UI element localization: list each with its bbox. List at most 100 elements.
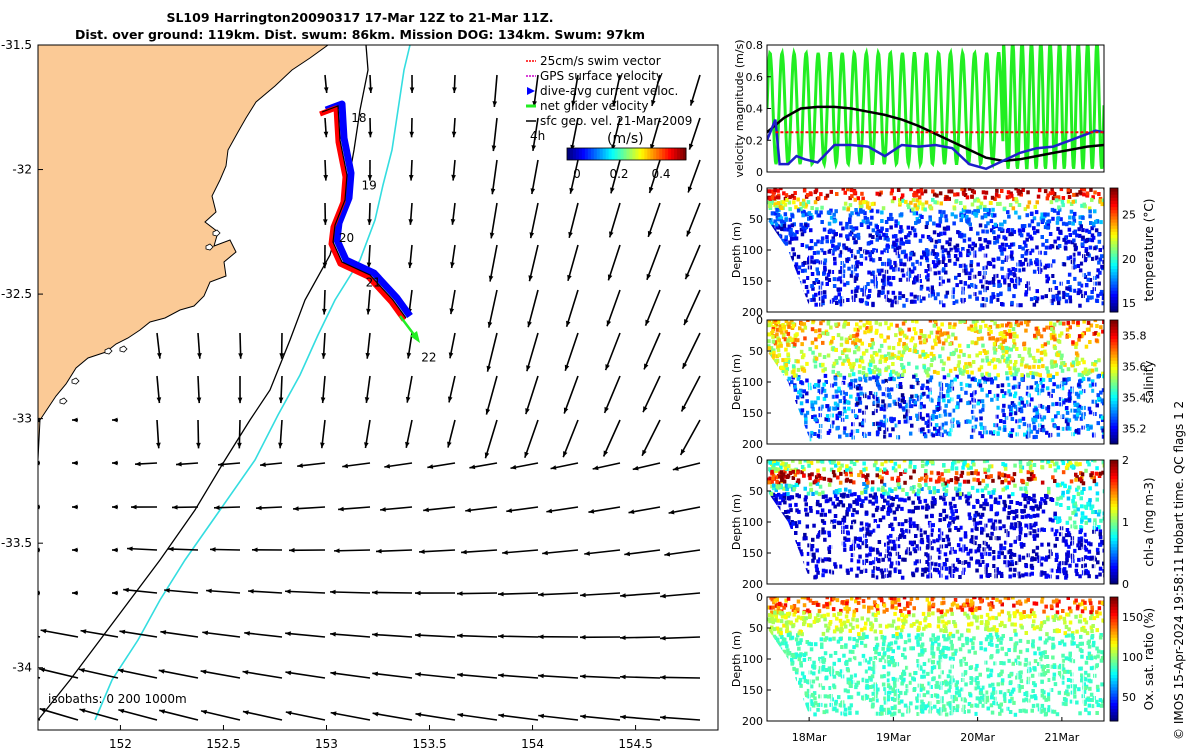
heatmap-cell (1046, 340, 1050, 345)
heatmap-cell (1074, 345, 1078, 349)
heatmap-cell (804, 202, 809, 207)
heatmap-cell (896, 372, 900, 377)
heatmap-cell (880, 476, 884, 481)
heatmap-cell (813, 432, 817, 436)
heatmap-cell (993, 222, 998, 227)
sfc-geo-velocity-arrows (38, 74, 701, 721)
heatmap-cell (846, 298, 850, 302)
heatmap-cell (914, 568, 919, 573)
heatmap-cell (1052, 259, 1056, 264)
heatmap-cell (962, 188, 967, 192)
heatmap-cell (827, 407, 831, 412)
heatmap-cell (867, 431, 872, 436)
heatmap-cell (816, 396, 820, 401)
heatmap-cell (1068, 189, 1072, 194)
heatmap-cell (985, 533, 990, 538)
heatmap-cell (1087, 406, 1092, 411)
heatmap-cell (924, 514, 929, 519)
heatmap-cell (911, 198, 916, 203)
heatmap-cell (1027, 350, 1031, 355)
heatmap-cell (1003, 463, 1008, 468)
heatmap-cell (938, 413, 943, 418)
heatmap-cell (843, 536, 847, 541)
heatmap-cell (1064, 299, 1069, 304)
heatmap-cell (1012, 403, 1016, 408)
heatmap-cell (985, 393, 989, 398)
geo-arrow-head (457, 712, 464, 718)
heatmap-cell (1006, 273, 1010, 278)
heatmap-cell (781, 498, 786, 502)
lake-2 (104, 347, 113, 355)
heatmap-cell (918, 335, 922, 340)
geo-arrow (38, 718, 41, 721)
heatmap-cell (913, 277, 917, 282)
heatmap-cell (1003, 427, 1008, 432)
heatmap-cell (959, 218, 963, 223)
heatmap-cell (926, 423, 930, 428)
geo-arrow-head (323, 87, 329, 93)
heatmap-cell (834, 389, 839, 394)
heatmap-cell (913, 299, 917, 304)
heatmap-cell (934, 562, 938, 567)
heatmap-cell (1080, 334, 1084, 339)
heatmap-cell (1051, 294, 1055, 299)
heatmap-cell (770, 221, 774, 226)
heatmap-cell (918, 405, 923, 410)
heatmap-cell (772, 350, 776, 355)
lake-3 (119, 345, 128, 353)
heatmap-cell (983, 379, 987, 384)
heatmap-cell (1024, 290, 1029, 295)
heatmap-cell (899, 237, 904, 242)
heatmap-cell (1021, 228, 1026, 233)
heatmap-cell (891, 362, 895, 366)
heatmap-gap (1093, 250, 1096, 312)
heatmap-cell (921, 202, 925, 207)
heatmap-cell (784, 237, 788, 242)
heatmap-cell (800, 328, 805, 333)
heatmap-cell (949, 515, 953, 520)
heatmap-cell (809, 430, 814, 435)
heatmap-cell (816, 559, 820, 564)
heatmap-cell (1049, 568, 1054, 573)
heatmap-cell (1023, 346, 1027, 351)
heatmap-cell (814, 292, 818, 297)
heatmap-cell (886, 237, 890, 242)
heatmap-cell (858, 400, 863, 405)
heatmap-cell (1030, 571, 1034, 576)
heatmap-cell (866, 329, 871, 334)
geo-arrow-head (80, 629, 87, 634)
heatmap-cell (901, 321, 906, 326)
heatmap-cell (1049, 200, 1054, 205)
heatmap-cell (852, 539, 857, 544)
heatmap-cell (993, 497, 998, 502)
geo-arrow (611, 117, 621, 151)
heatmap-cell (1034, 434, 1038, 439)
heatmap-cell (841, 380, 846, 385)
heatmap-cell (902, 534, 907, 539)
heatmap-colorbar-cell (1110, 203, 1118, 208)
heatmap-cell (1052, 192, 1057, 196)
heatmap-colorbar-cell (1110, 440, 1118, 445)
heatmap-cell (930, 514, 934, 519)
heatmap-cell (1008, 412, 1013, 417)
heatmap-cell (1088, 278, 1093, 282)
heatmap-cell (985, 474, 989, 479)
heatmap-cell (842, 518, 847, 523)
heatmap-cell (920, 487, 924, 491)
heatmap-cell (1030, 557, 1034, 562)
heatmap-cell (995, 324, 1000, 329)
heatmap-cell (1085, 570, 1090, 575)
heatmap-cell (794, 482, 799, 487)
heatmap-cell (1098, 529, 1103, 534)
heatmap-cell (842, 243, 846, 248)
heatmap-cell (1047, 554, 1052, 559)
heatmap-cell (997, 227, 1002, 232)
heatmap-cell (975, 568, 979, 573)
heatmap-gap (874, 250, 876, 312)
heatmap-cell (928, 378, 933, 383)
heatmap-cell (1086, 251, 1090, 256)
heatmap-cell (946, 356, 951, 361)
heatmap-cell (816, 478, 820, 483)
heatmap-cell (1004, 478, 1008, 483)
heatmap-cell (831, 243, 835, 248)
